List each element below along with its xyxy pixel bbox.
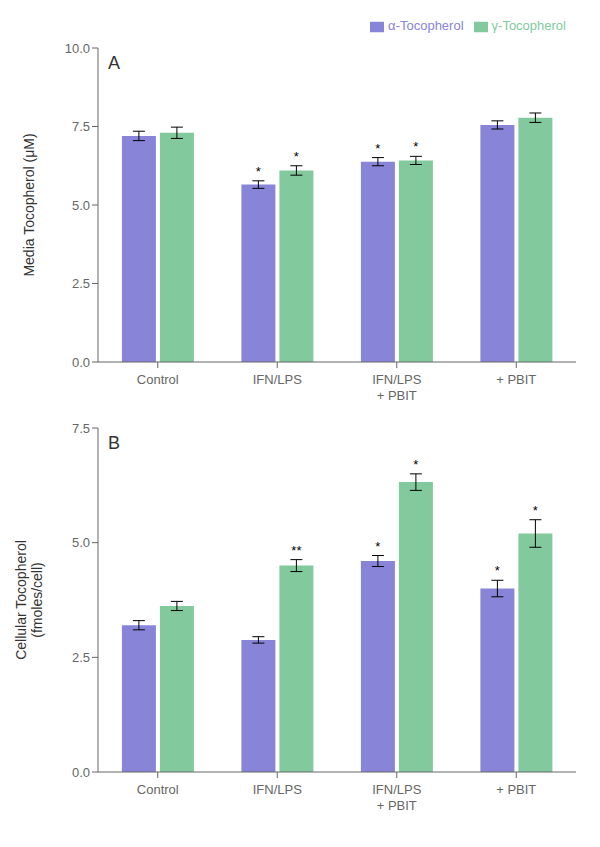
svg-text:*: *	[256, 164, 261, 179]
svg-text:5.0: 5.0	[72, 535, 90, 550]
svg-text:*: *	[533, 503, 538, 518]
svg-text:IFN/LPS+ PBIT: IFN/LPS+ PBIT	[372, 372, 421, 403]
svg-text:2.5: 2.5	[72, 650, 90, 665]
svg-text:Control: Control	[137, 782, 179, 797]
svg-text:*: *	[375, 141, 380, 156]
svg-text:*: *	[413, 457, 418, 472]
svg-text:0.0: 0.0	[72, 765, 90, 780]
svg-text:Control: Control	[137, 372, 179, 387]
svg-text:7.5: 7.5	[72, 119, 90, 134]
svg-text:*: *	[495, 563, 500, 578]
svg-text:5.0: 5.0	[72, 198, 90, 213]
svg-text:Media Tocopherol (μM): Media Tocopherol (μM)	[21, 133, 37, 276]
svg-text:10.0: 10.0	[65, 41, 90, 56]
svg-text:*: *	[413, 139, 418, 154]
svg-text:0.0: 0.0	[72, 355, 90, 370]
svg-text:*: *	[294, 149, 299, 164]
svg-text:7.5: 7.5	[72, 421, 90, 436]
html-text:γ-Tocopherol: γ-Tocopherol	[491, 18, 566, 33]
svg-text:IFN/LPS: IFN/LPS	[253, 372, 302, 387]
svg-text:IFN/LPS: IFN/LPS	[253, 782, 302, 797]
svg-text:IFN/LPS+ PBIT: IFN/LPS+ PBIT	[372, 782, 421, 813]
html-text:α-Tocopherol: α-Tocopherol	[388, 18, 464, 33]
html-text:B: B	[108, 433, 120, 453]
svg-text:+ PBIT: + PBIT	[496, 372, 536, 387]
svg-text:Cellular Tocopherol(fmoles/cel: Cellular Tocopherol(fmoles/cell)	[13, 540, 46, 660]
svg-text:+ PBIT: + PBIT	[496, 782, 536, 797]
svg-text:*: *	[375, 539, 380, 554]
svg-text:2.5: 2.5	[72, 276, 90, 291]
html-text:A: A	[108, 53, 120, 73]
svg-text:**: **	[291, 543, 301, 558]
